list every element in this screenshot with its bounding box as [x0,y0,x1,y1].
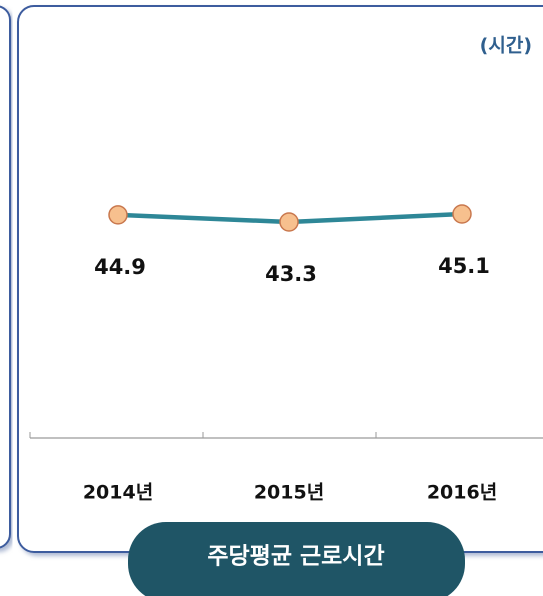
marker [279,212,299,232]
title-pill [128,522,465,596]
unit-label: (시간) [480,35,532,57]
x-tick-label: 2014년 [83,482,153,504]
x-tick-label: 2015년 [254,482,324,504]
marker [452,204,472,224]
side-panel [0,5,11,549]
data-label: 43.3 [265,262,317,286]
data-label: 44.9 [94,255,146,279]
chart-title: 주당평균 근로시간 [207,544,384,570]
x-tick-label: 2016년 [427,482,497,504]
data-label: 45.1 [438,254,490,278]
marker [108,205,128,225]
